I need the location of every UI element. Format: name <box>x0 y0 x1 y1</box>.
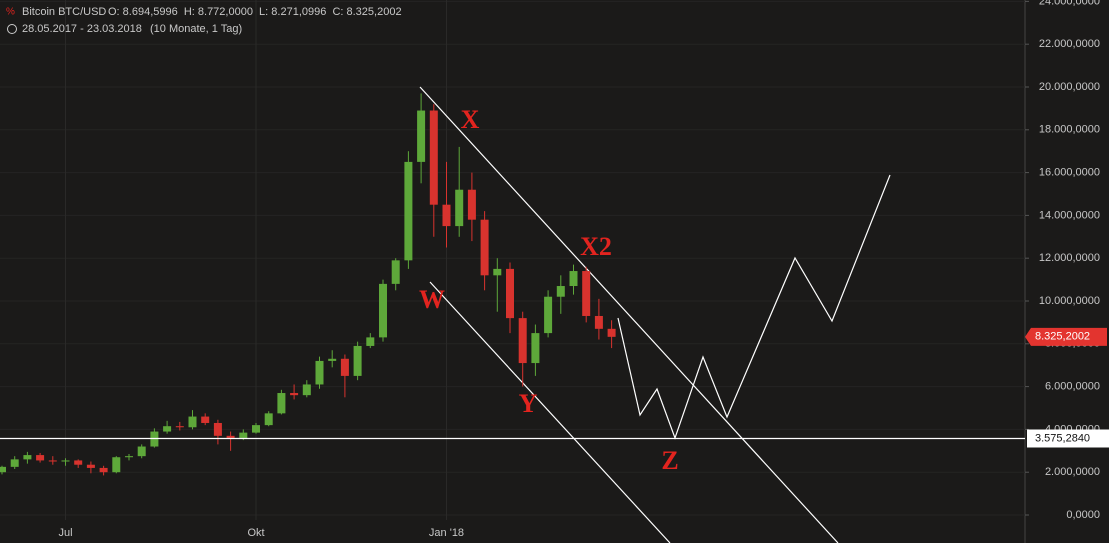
candle-body <box>467 189 476 220</box>
candle-body <box>10 459 19 467</box>
y-tick-label: 10.000,0000 <box>1039 295 1100 307</box>
y-tick-label: 14.000,0000 <box>1039 209 1100 221</box>
candle-body <box>404 161 413 261</box>
candle-body <box>544 296 553 334</box>
candle-body <box>594 315 603 329</box>
candle-body <box>112 457 121 473</box>
candle-body <box>226 435 235 438</box>
candle-body <box>531 333 540 364</box>
grid <box>65 0 447 520</box>
candle-body <box>340 358 349 376</box>
candle-body <box>74 460 83 465</box>
candle-body <box>48 460 57 462</box>
candle-body <box>125 456 133 458</box>
candle-body <box>36 455 45 461</box>
date-span: (10 Monate, 1 Tag) <box>150 23 242 35</box>
candle-body <box>607 328 616 337</box>
support-label: 3.575,2840 <box>1035 432 1090 444</box>
y-tick-label: 22.000,0000 <box>1039 38 1100 50</box>
candle-body <box>252 425 260 433</box>
symbol: Bitcoin BTC/USD <box>22 6 106 18</box>
projection-path <box>617 174 891 440</box>
candle-body <box>518 318 527 364</box>
candle-body <box>417 110 426 162</box>
y-tick-label: 0,0000 <box>1066 509 1100 521</box>
ohlc: O: 8.694,5996 H: 8.772,0000 L: 8.271,099… <box>108 6 402 18</box>
candle-body <box>86 464 95 468</box>
candle-body <box>429 110 438 205</box>
candle-body <box>163 426 172 432</box>
support-tag <box>1027 429 1109 448</box>
wave-label: Y <box>519 389 538 418</box>
wave-label: X2 <box>580 232 612 261</box>
date-range: 28.05.2017 - 23.03.2018 <box>22 23 142 35</box>
candle-body <box>61 460 70 462</box>
candle-body <box>379 283 387 338</box>
clock-icon <box>7 24 17 34</box>
candle-body <box>137 446 146 457</box>
y-tick-label: 24.000,0000 <box>1039 0 1100 7</box>
wave-label: X <box>461 105 480 134</box>
candle-body <box>569 271 578 287</box>
candle-body <box>0 466 6 473</box>
candle-body <box>315 360 324 385</box>
last-price-label: 8.325,2002 <box>1035 331 1090 343</box>
candle-body <box>175 426 184 428</box>
y-tick-label: 20.000,0000 <box>1039 81 1100 93</box>
wave-label: W <box>419 285 445 314</box>
channel-line <box>429 281 671 543</box>
candle-body <box>239 432 248 438</box>
candle-body <box>366 337 375 346</box>
candle-body <box>391 260 400 284</box>
y-tick-label: 16.000,0000 <box>1039 167 1100 179</box>
candle-body <box>582 271 591 316</box>
x-tick-label: Jul <box>58 527 72 539</box>
candle-body <box>302 384 311 396</box>
candle-body <box>328 358 337 361</box>
candle-body <box>480 219 489 276</box>
header: % Bitcoin BTC/USD O: 8.694,5996 H: 8.772… <box>6 6 402 35</box>
y-tick-label: 6.000,0000 <box>1045 381 1100 393</box>
candle-body <box>277 393 286 414</box>
y-tick-label: 2.000,0000 <box>1045 466 1100 478</box>
candle-body <box>506 268 514 319</box>
candle-body <box>353 345 362 376</box>
candle-body <box>23 455 32 460</box>
candle-body <box>99 467 108 473</box>
wave-label: Z <box>661 446 678 475</box>
candle-body <box>213 422 222 436</box>
candle-body <box>556 286 565 297</box>
x-tick-label: Okt <box>247 527 264 539</box>
channel-line <box>419 86 839 543</box>
candle-body <box>493 268 502 276</box>
last-price-tag <box>1025 327 1107 346</box>
x-tick-label: Jan '18 <box>429 527 464 539</box>
candle-body <box>455 189 464 227</box>
y-tick-label: 12.000,0000 <box>1039 252 1100 264</box>
drawings <box>419 86 891 543</box>
symbol-icon: % <box>6 7 15 18</box>
candle-body <box>201 416 210 423</box>
candle-body <box>264 413 273 426</box>
candle-body <box>290 393 299 396</box>
y-tick-label: 18.000,0000 <box>1039 124 1100 136</box>
candle-body <box>442 204 451 227</box>
candle-body <box>188 416 197 428</box>
